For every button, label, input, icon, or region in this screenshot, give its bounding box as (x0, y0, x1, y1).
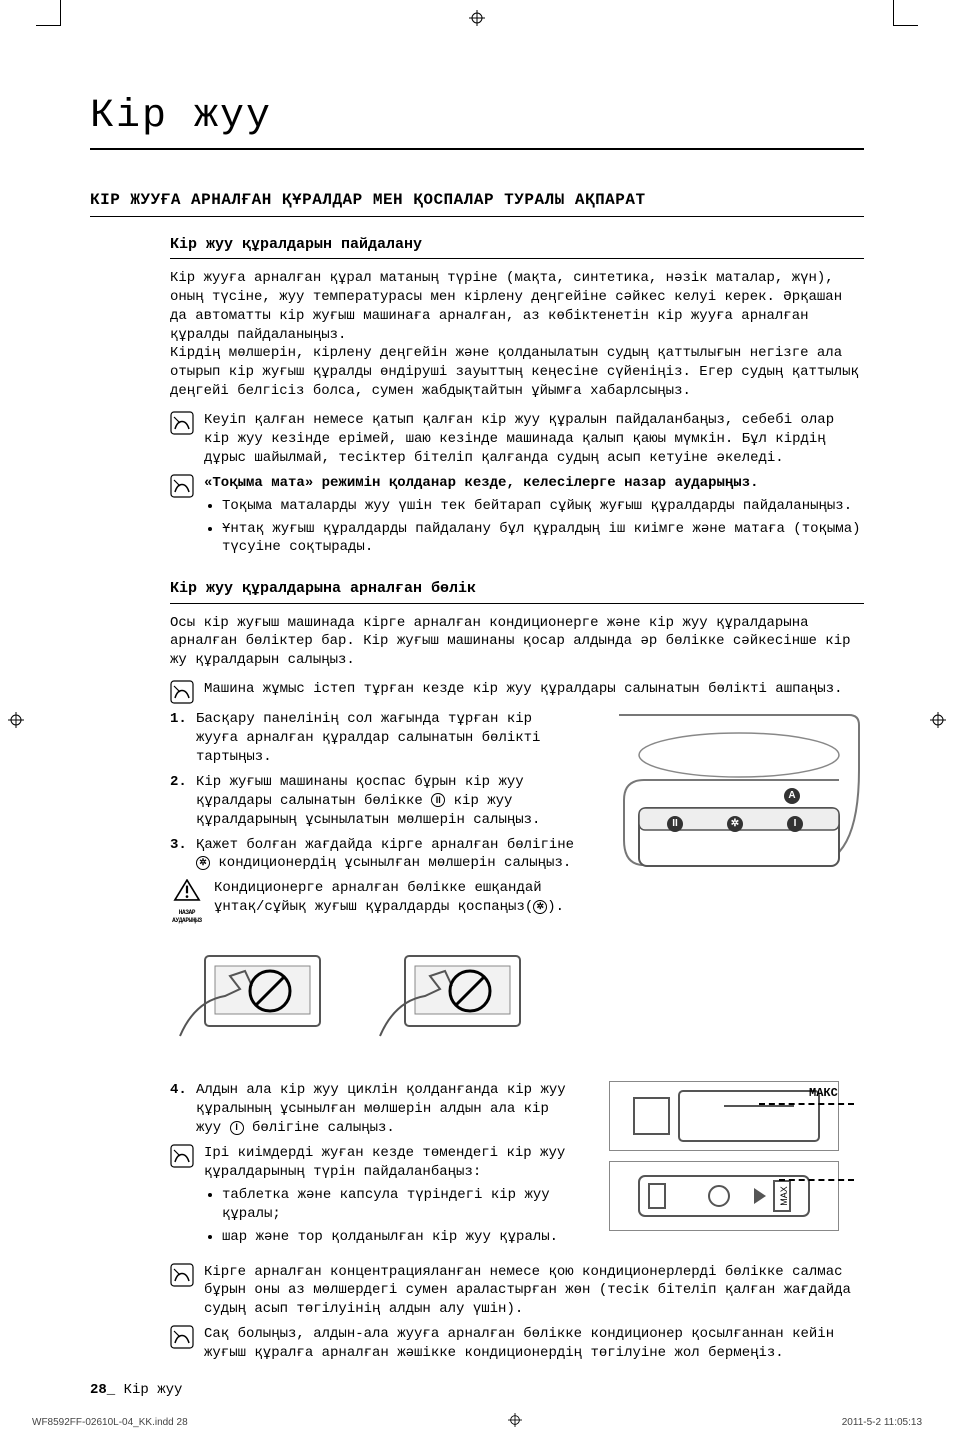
step-number: 2. (170, 773, 190, 830)
info-note: Сақ болыңыз, алдын-ала жууға арналған бө… (170, 1325, 864, 1363)
step-number: 1. (170, 710, 190, 767)
info-note: «Тоқыма мата» режимін қолданар кезде, ке… (170, 474, 864, 562)
body-paragraph: Кір жууға арналған құрал матаның түріне … (170, 269, 864, 401)
bullet-item: шар және тор қолданылған кір жуу құралы. (222, 1228, 589, 1247)
softener-icon: ✲ (533, 900, 547, 914)
note-icon (170, 680, 194, 704)
registration-mark-icon (508, 1413, 522, 1432)
note-icon (170, 1263, 194, 1287)
step-text: Басқару панелінің сол жағында тұрған кір… (196, 710, 580, 767)
section-title: КІР ЖУУҒА АРНАЛҒАН ҚҰРАЛДАР МЕН ҚОСПАЛАР… (90, 190, 864, 217)
detergent-drawer-diagram: A II ✲ I (609, 710, 864, 900)
note-text: Ірі киімдерді жуған кезде төмендегі кір … (204, 1144, 589, 1250)
step-text: Кір жуғыш машинаны қоспас бұрын кір жуу … (196, 773, 580, 830)
info-note: Кірге арналған концентрацияланған немесе… (170, 1263, 864, 1320)
warning-note: НАЗАР АУДАРЫҢЫЗ Кондиционерге арналған б… (170, 879, 589, 925)
page-body: Кір жуу КІР ЖУУҒА АРНАЛҒАН ҚҰРАЛДАР МЕН … (0, 0, 954, 1363)
warning-text: Кондиционерге арналған бөлікке ешқандай … (214, 879, 589, 917)
bullet-item: таблетка және капсула түріндегі кір жуу … (222, 1186, 589, 1224)
source-file: WF8592FF-02610L-04_KK.indd 28 (32, 1416, 188, 1430)
warning-label: НАЗАР АУДАРЫҢЫЗ (170, 909, 204, 925)
footer-label: Кір жуу (124, 1382, 183, 1398)
max-label: МАКС (809, 1085, 838, 1101)
compartment-i-icon: I (230, 1121, 244, 1135)
compartment-ii-icon: II (431, 793, 445, 807)
max-dash-line (759, 1103, 854, 1105)
info-note: Ірі киімдерді жуған кезде төмендегі кір … (170, 1144, 589, 1250)
note-text: Сақ болыңыз, алдын-ала жууға арналған бө… (204, 1325, 864, 1363)
step-number: 4. (170, 1081, 190, 1138)
page-footer: 28_ Кір жуу (0, 1381, 954, 1400)
print-timestamp: 2011-5-2 11:05:13 (842, 1416, 922, 1430)
note-text: Машина жұмыс істеп тұрған кезде кір жуу … (204, 680, 864, 699)
step-item: 3. Қажет болған жағдайда кірге арналған … (170, 836, 580, 874)
print-footer: WF8592FF-02610L-04_KK.indd 28 2011-5-2 1… (0, 1413, 954, 1432)
max-level-diagram: MAX (609, 1161, 839, 1231)
step-item: 4. Алдын ала кір жуу циклін қолданғанда … (170, 1081, 580, 1138)
info-note: Машина жұмыс істеп тұрған кезде кір жуу … (170, 680, 864, 704)
subsection-title: Кір жуу құралдарына арналған бөлік (170, 575, 864, 603)
dont-pour-diagram (370, 941, 530, 1071)
warning-icon: НАЗАР АУДАРЫҢЫЗ (170, 879, 204, 925)
page-number: 28_ (90, 1382, 115, 1398)
note-text: Кірге арналған концентрацияланған немесе… (204, 1263, 864, 1320)
info-note: Кеуіп қалған немесе қатып қалған кір жуу… (170, 411, 864, 468)
step-item: 2. Кір жуғыш машинаны қоспас бұрын кір ж… (170, 773, 580, 830)
max-dash-line (779, 1179, 854, 1181)
step-text: Қажет болған жағдайда кірге арналған бөл… (196, 836, 580, 874)
step-number: 3. (170, 836, 190, 874)
note-text: Кеуіп қалған немесе қатып қалған кір жуу… (204, 411, 864, 468)
step-text: Алдын ала кір жуу циклін қолданғанда кір… (196, 1081, 580, 1138)
body-paragraph: Осы кір жуғыш машинада кірге арналған ко… (170, 614, 864, 671)
note-icon (170, 411, 194, 435)
dont-pour-diagram (170, 941, 330, 1071)
note-text: «Тоқыма мата» режимін қолданар кезде, ке… (204, 474, 864, 562)
bullet-item: Тоқыма маталарды жуу үшін тек бейтарап с… (222, 497, 864, 516)
subsection-title: Кір жуу құралдарын пайдалану (170, 231, 864, 259)
bullet-item: Ұнтақ жуғыш құралдарды пайдалану бұл құр… (222, 520, 864, 558)
svg-text:MAX: MAX (779, 1187, 789, 1207)
page-title: Кір жуу (90, 90, 864, 150)
step-item: 1. Басқару панелінің сол жағында тұрған … (170, 710, 580, 767)
note-icon (170, 1144, 194, 1168)
max-level-diagram (609, 1081, 839, 1151)
note-title: «Тоқыма мата» режимін қолданар кезде, ке… (204, 475, 759, 491)
note-icon (170, 474, 194, 498)
softener-icon: ✲ (196, 856, 210, 870)
note-icon (170, 1325, 194, 1349)
